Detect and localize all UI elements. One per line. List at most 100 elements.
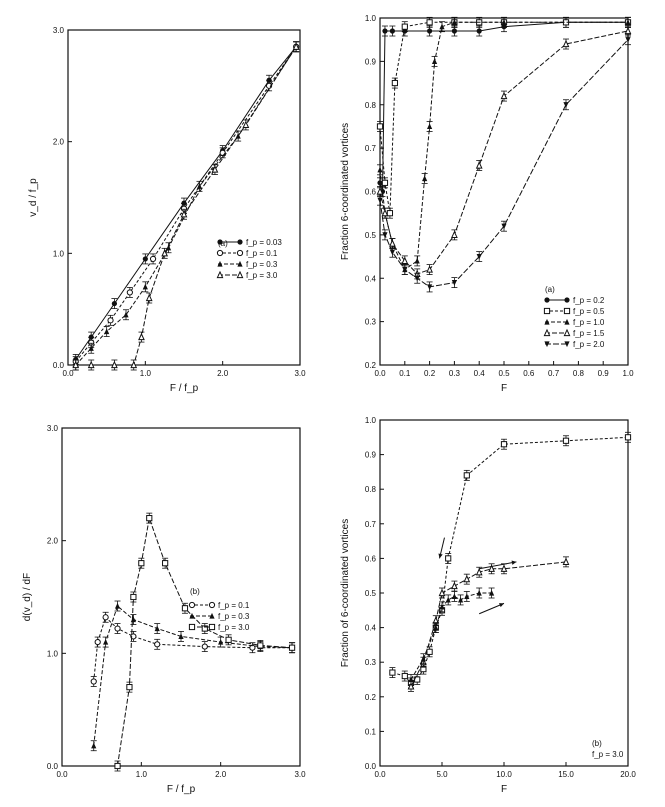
br-series-0-point (426, 648, 433, 655)
tl-series-0-point (88, 334, 94, 340)
tr-series-0-point (451, 28, 457, 34)
br-series-1-point (451, 581, 458, 590)
chart-panel-bl: 0.0 1.0 2.0 3.0 0.0 1.0 2.0 3.0 f_p = 0.1 f_p = 0… (22, 424, 306, 795)
tl-x-tick-label: 1.0 (140, 369, 152, 378)
br-annotation-arrowhead (438, 553, 443, 559)
tr-series-2-point (625, 19, 631, 25)
tl-legend-marker (236, 249, 244, 257)
tr-x-tick-label: 0.3 (449, 369, 461, 378)
bl-series-1-point (130, 616, 136, 623)
tr-legend-marker (563, 307, 571, 315)
br-x-tick-label: 0.0 (374, 770, 386, 779)
tl-y-tick-label: 2.0 (53, 138, 65, 147)
tl-plot-area: 0.0 1.0 2.0 3.0 0.0 1.0 2.0 3.0 f_p = 0.03 f_p = … (53, 26, 306, 378)
tr-x-tick-label: 0.7 (548, 369, 560, 378)
bl-series-0-point (90, 678, 97, 685)
bl-x-tick-label: 2.0 (215, 770, 227, 779)
tr-series-0-point (476, 28, 482, 34)
br-y-tick-label: 0.8 (365, 485, 377, 494)
tl-legend-label: f_p = 0.03 (246, 238, 282, 247)
bl-series-0-point (94, 638, 101, 646)
bl-series-2-point (114, 762, 121, 770)
tr-series-1-point (401, 23, 408, 30)
tr-series-4-point (451, 279, 457, 286)
tr-x-tick-label: 1.0 (622, 369, 634, 378)
bl-series-0-point (130, 633, 137, 640)
tl-legend-label: f_p = 0.1 (246, 249, 278, 258)
tr-x-tick-label: 0.0 (374, 369, 386, 378)
tl-x-tick-label: 0.0 (62, 369, 74, 378)
tr-x-tick-label: 0.8 (573, 369, 585, 378)
br-series-1-point (463, 574, 471, 583)
tr-x-tick-label: 0.2 (424, 369, 436, 378)
tr-series-4-point (402, 266, 408, 273)
tr-series-0-point (427, 28, 433, 34)
tl-y-tick-label: 0.0 (53, 361, 65, 370)
br-annotation-arrowhead (511, 560, 517, 565)
bl-legend-marker (189, 612, 195, 619)
br-y-tick-label: 0.2 (365, 693, 377, 702)
br-y-tick-label: 0.4 (365, 624, 377, 633)
br-series-0-point (389, 669, 396, 676)
bl-legend-label: f_p = 0.3 (218, 612, 250, 621)
tr-y-tick-label: 0.5 (365, 231, 377, 240)
tl-x-tick-label: 3.0 (294, 369, 306, 378)
tr-legend-label: f_p = 0.5 (573, 307, 605, 316)
br-y-tick-label: 0.6 (365, 554, 377, 563)
tl-y-tick-label: 1.0 (53, 249, 65, 258)
bl-series-2-point (138, 560, 145, 567)
bl-legend-label: f_p = 0.1 (218, 601, 250, 610)
tr-series-1-point (386, 210, 394, 217)
br-series-0-point (463, 472, 470, 479)
tr-series-4-point (625, 37, 631, 43)
tr-x-tick-label: 0.4 (474, 369, 486, 378)
br-series-1-point (488, 564, 495, 572)
br-y-tick-label: 0.1 (365, 727, 377, 736)
tl-series-3-point (145, 293, 153, 302)
bl-series-2-point (146, 515, 153, 522)
tr-series-2-point (439, 23, 445, 30)
bl-legend-marker (208, 601, 216, 609)
bl-series-2-point (130, 593, 137, 601)
bl-x-axis-label: F / f_p (167, 784, 196, 795)
tr-legend-marker (564, 341, 570, 348)
tr-legend-label: f_p = 0.2 (573, 296, 605, 305)
bl-series-0-point (154, 641, 161, 648)
tl-y-tick-label: 3.0 (53, 26, 65, 35)
tr-legend-marker (544, 341, 550, 348)
tl-series-2-point (104, 328, 110, 335)
br-series-2-point (433, 624, 439, 631)
tr-series-2-point (377, 166, 383, 173)
br-series-2-point (420, 655, 426, 662)
bl-y-tick-label: 3.0 (47, 424, 59, 433)
tr-y-tick-label: 0.3 (365, 318, 377, 327)
br-plot-frame (379, 419, 629, 767)
tr-legend-label: f_p = 1.5 (573, 329, 605, 338)
tl-plot-frame (67, 29, 301, 366)
bl-legend-marker (188, 623, 196, 631)
br-y-tick-label: 0.9 (365, 451, 377, 460)
bl-plot-area: 0.0 1.0 2.0 3.0 0.0 1.0 2.0 3.0 f_p = 0.1 f_p = 0… (47, 424, 306, 779)
br-y-axis-label: Fraction of 6-coordinated vortices (340, 519, 351, 667)
tl-series-0-point (266, 77, 272, 83)
tr-legend-marker (563, 328, 571, 337)
tr-series-3-point (451, 230, 458, 238)
br-x-tick-label: 5.0 (436, 770, 448, 779)
tr-y-tick-label: 0.2 (365, 361, 377, 370)
bl-x-tick-label: 3.0 (294, 770, 306, 779)
bl-series-1-point (114, 602, 121, 609)
tr-series-2-point (422, 175, 428, 182)
tr-series-2-point (427, 123, 433, 130)
tr-plot-area: 0.0 0.1 0.2 0.3 0.4 0.5 0.6 0.7 0.8 0.9 1.0 0.2 0.3 0… (365, 14, 634, 378)
bl-series-0-point (114, 625, 121, 632)
chart-panel-tr: 0.0 0.1 0.2 0.3 0.4 0.5 0.6 0.7 0.8 0.9 1.0 0.2 0.3 0… (340, 14, 634, 394)
br-series-1-point (500, 564, 508, 572)
tr-y-tick-label: 0.6 (365, 188, 377, 197)
tr-panel-tag: (a) (545, 285, 555, 294)
bl-series-2-point (225, 636, 232, 643)
tl-panel-tag: (a) (218, 239, 228, 248)
tl-series-2-point (88, 345, 94, 351)
br-x-tick-label: 15.0 (558, 770, 574, 779)
br-series-1-point (407, 682, 415, 690)
tl-series-3-point (138, 332, 145, 341)
